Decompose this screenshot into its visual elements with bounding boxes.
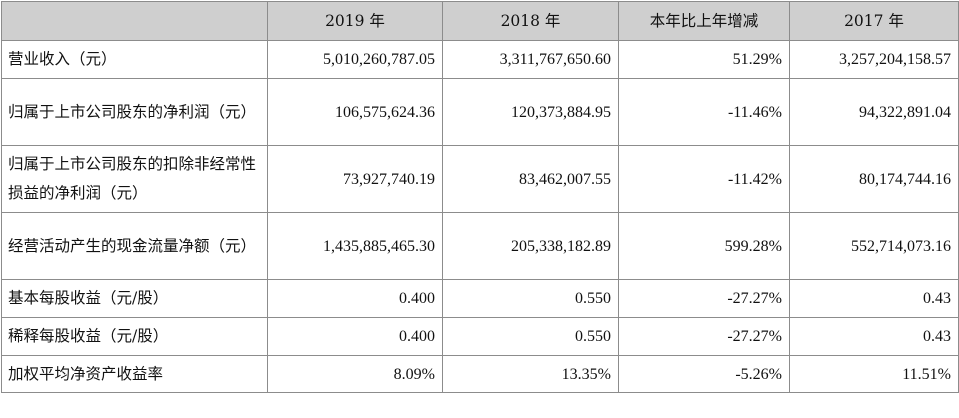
value-cell: 0.550 <box>442 317 619 356</box>
value-cell: 73,927,740.19 <box>267 145 443 213</box>
value-cell: -11.46% <box>618 78 790 146</box>
value-cell: 205,338,182.89 <box>442 212 619 280</box>
value-cell: 80,174,744.16 <box>789 145 959 213</box>
value-cell: 8.09% <box>267 355 443 393</box>
table-row: 基本每股收益（元/股） 0.400 0.550 -27.27% 0.43 <box>1 279 959 318</box>
value-cell: 94,322,891.04 <box>789 78 959 146</box>
header-cell-2018: 2018 年 <box>442 1 619 41</box>
row-label: 加权平均净资产收益率 <box>1 355 268 393</box>
value-cell: -27.27% <box>618 317 790 356</box>
header-cell-label <box>1 1 268 41</box>
table-row: 经营活动产生的现金流量净额（元） 1,435,885,465.30 205,33… <box>1 212 959 280</box>
header-cell-change: 本年比上年增减 <box>618 1 790 41</box>
row-label: 基本每股收益（元/股） <box>1 279 268 318</box>
value-cell: 51.29% <box>618 40 790 79</box>
value-cell: 3,311,767,650.60 <box>442 40 619 79</box>
header-cell-2017: 2017 年 <box>789 1 959 41</box>
row-label: 归属于上市公司股东的净利润（元） <box>1 78 268 146</box>
header-row: 2019 年 2018 年 本年比上年增减 2017 年 <box>1 1 959 41</box>
value-cell: 0.43 <box>789 317 959 356</box>
value-cell: 13.35% <box>442 355 619 393</box>
value-cell: -5.26% <box>618 355 790 393</box>
value-cell: 0.43 <box>789 279 959 318</box>
value-cell: 0.400 <box>267 279 443 318</box>
value-cell: 0.550 <box>442 279 619 318</box>
row-label: 经营活动产生的现金流量净额（元） <box>1 212 268 280</box>
table-row: 稀释每股收益（元/股） 0.400 0.550 -27.27% 0.43 <box>1 317 959 356</box>
value-cell: 599.28% <box>618 212 790 280</box>
financial-summary-table: 2019 年 2018 年 本年比上年增减 2017 年 营业收入（元） 5,0… <box>1 1 959 393</box>
table-row: 归属于上市公司股东的净利润（元） 106,575,624.36 120,373,… <box>1 78 959 146</box>
table-row: 营业收入（元） 5,010,260,787.05 3,311,767,650.6… <box>1 40 959 79</box>
value-cell: 3,257,204,158.57 <box>789 40 959 79</box>
value-cell: -27.27% <box>618 279 790 318</box>
value-cell: 0.400 <box>267 317 443 356</box>
row-label: 归属于上市公司股东的扣除非经常性损益的净利润（元） <box>1 145 268 213</box>
value-cell: -11.42% <box>618 145 790 213</box>
table-row: 加权平均净资产收益率 8.09% 13.35% -5.26% 11.51% <box>1 355 959 393</box>
table-row: 归属于上市公司股东的扣除非经常性损益的净利润（元） 73,927,740.19 … <box>1 145 959 213</box>
value-cell: 552,714,073.16 <box>789 212 959 280</box>
value-cell: 11.51% <box>789 355 959 393</box>
value-cell: 120,373,884.95 <box>442 78 619 146</box>
header-cell-2019: 2019 年 <box>267 1 443 41</box>
value-cell: 1,435,885,465.30 <box>267 212 443 280</box>
value-cell: 5,010,260,787.05 <box>267 40 443 79</box>
value-cell: 83,462,007.55 <box>442 145 619 213</box>
value-cell: 106,575,624.36 <box>267 78 443 146</box>
row-label: 稀释每股收益（元/股） <box>1 317 268 356</box>
row-label: 营业收入（元） <box>1 40 268 79</box>
